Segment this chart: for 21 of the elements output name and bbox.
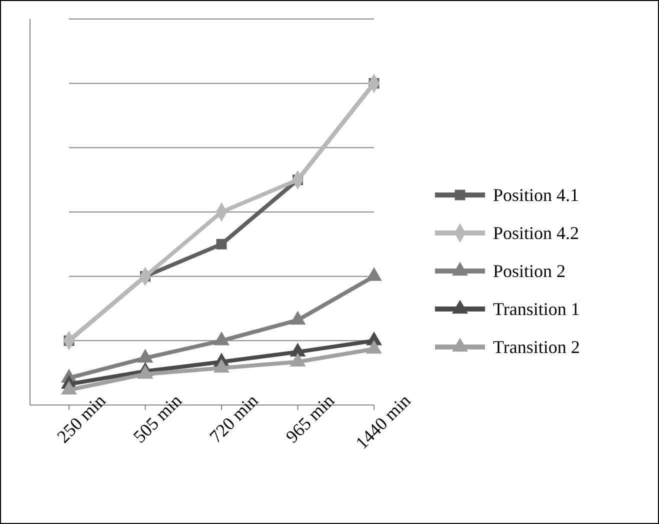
point — [214, 331, 230, 346]
legend-label: Position 4.2 — [493, 223, 580, 243]
point — [366, 340, 382, 354]
x-tick-label: 250 min — [53, 390, 110, 447]
point — [216, 238, 227, 250]
x-tick-label: 965 min — [282, 390, 338, 447]
point — [290, 310, 306, 325]
point — [61, 380, 77, 394]
legend-label: Transition 1 — [493, 299, 580, 319]
point — [366, 267, 382, 281]
x-tick-label: 720 min — [206, 390, 262, 447]
point — [290, 342, 306, 357]
point — [214, 358, 230, 373]
point — [290, 352, 306, 366]
point — [137, 364, 154, 379]
legend-label: Position 2 — [493, 261, 566, 281]
point — [137, 348, 154, 363]
legend-label: Position 4.1 — [493, 185, 580, 205]
x-tick-label: 505 min — [129, 390, 186, 447]
legend-label: Transition 2 — [493, 337, 580, 357]
x-tick-label: 1440 min — [352, 390, 414, 454]
